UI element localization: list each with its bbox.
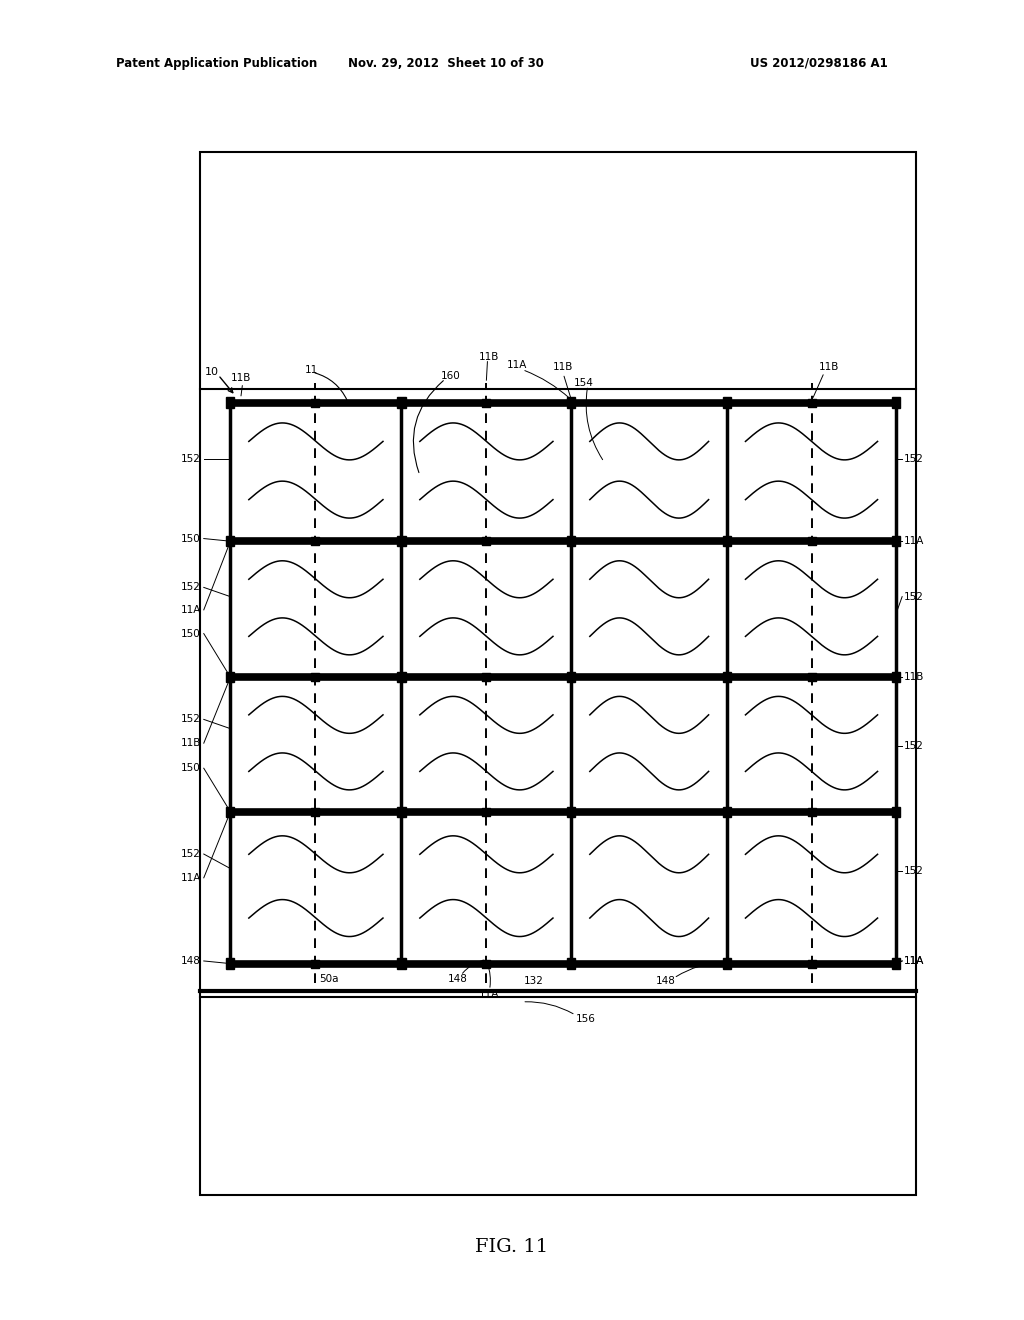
Bar bbox=[226, 536, 234, 546]
Text: 148: 148 bbox=[447, 974, 467, 985]
Text: 132: 132 bbox=[524, 975, 544, 986]
Bar bbox=[397, 536, 406, 546]
Text: 152: 152 bbox=[904, 591, 924, 602]
Bar bbox=[723, 536, 731, 546]
Bar bbox=[723, 958, 731, 969]
Bar bbox=[723, 672, 731, 682]
Text: Patent Application Publication: Patent Application Publication bbox=[116, 57, 317, 70]
Text: 50a: 50a bbox=[319, 974, 339, 985]
Bar bbox=[567, 807, 575, 817]
Bar bbox=[397, 672, 406, 682]
Text: 160: 160 bbox=[440, 371, 460, 381]
Bar bbox=[226, 672, 234, 682]
Text: FIG. 11: FIG. 11 bbox=[475, 1238, 549, 1257]
Bar bbox=[397, 807, 406, 817]
Bar bbox=[226, 807, 234, 817]
Text: 11A: 11A bbox=[180, 605, 201, 615]
Bar bbox=[892, 536, 900, 546]
Bar bbox=[397, 397, 406, 408]
Point bbox=[478, 531, 495, 552]
Text: 11A: 11A bbox=[479, 989, 500, 999]
Point bbox=[478, 667, 495, 688]
Text: 152: 152 bbox=[904, 454, 924, 465]
Text: 148: 148 bbox=[181, 956, 201, 966]
Bar bbox=[892, 672, 900, 682]
Point bbox=[804, 531, 820, 552]
Text: 150: 150 bbox=[181, 533, 201, 544]
Point bbox=[307, 392, 324, 413]
Text: 156: 156 bbox=[575, 1014, 595, 1024]
Bar bbox=[892, 958, 900, 969]
Bar bbox=[397, 958, 406, 969]
Bar bbox=[226, 397, 234, 408]
Point bbox=[804, 392, 820, 413]
Text: 154: 154 bbox=[573, 378, 593, 388]
Point bbox=[307, 531, 324, 552]
Bar bbox=[892, 807, 900, 817]
Text: 152: 152 bbox=[181, 582, 201, 593]
Point bbox=[804, 801, 820, 822]
Point bbox=[478, 801, 495, 822]
Text: 152: 152 bbox=[181, 849, 201, 859]
Text: 11A: 11A bbox=[904, 956, 925, 966]
Bar bbox=[723, 397, 731, 408]
Point bbox=[307, 801, 324, 822]
Text: 152: 152 bbox=[181, 454, 201, 465]
Bar bbox=[567, 397, 575, 408]
Bar bbox=[226, 958, 234, 969]
Bar bbox=[723, 807, 731, 817]
Text: 11: 11 bbox=[305, 364, 318, 375]
Text: 152: 152 bbox=[181, 714, 201, 725]
Text: 10: 10 bbox=[205, 367, 219, 378]
Text: 11B: 11B bbox=[479, 351, 500, 362]
Point bbox=[804, 953, 820, 974]
Text: 152: 152 bbox=[904, 741, 924, 751]
Bar bbox=[567, 672, 575, 682]
Point bbox=[307, 953, 324, 974]
Text: 11A: 11A bbox=[904, 956, 925, 966]
Text: 11B: 11B bbox=[180, 738, 201, 748]
Text: 11B: 11B bbox=[230, 372, 251, 383]
Text: 148: 148 bbox=[655, 975, 675, 986]
Text: 150: 150 bbox=[181, 628, 201, 639]
Point bbox=[307, 667, 324, 688]
Text: 11B: 11B bbox=[904, 672, 925, 682]
Text: 11A: 11A bbox=[180, 873, 201, 883]
Point bbox=[478, 953, 495, 974]
Bar bbox=[567, 958, 575, 969]
Point bbox=[478, 392, 495, 413]
Bar bbox=[567, 536, 575, 546]
Text: US 2012/0298186 A1: US 2012/0298186 A1 bbox=[751, 57, 888, 70]
Text: 11B: 11B bbox=[819, 362, 840, 372]
Text: 150: 150 bbox=[181, 763, 201, 774]
Point bbox=[804, 667, 820, 688]
Text: 11B: 11B bbox=[553, 362, 573, 372]
Text: 11A: 11A bbox=[904, 536, 925, 546]
Bar bbox=[200, 152, 916, 1195]
Text: 152: 152 bbox=[904, 866, 924, 876]
Bar bbox=[892, 397, 900, 408]
Text: 11A: 11A bbox=[507, 359, 527, 370]
Text: Nov. 29, 2012  Sheet 10 of 30: Nov. 29, 2012 Sheet 10 of 30 bbox=[347, 57, 544, 70]
